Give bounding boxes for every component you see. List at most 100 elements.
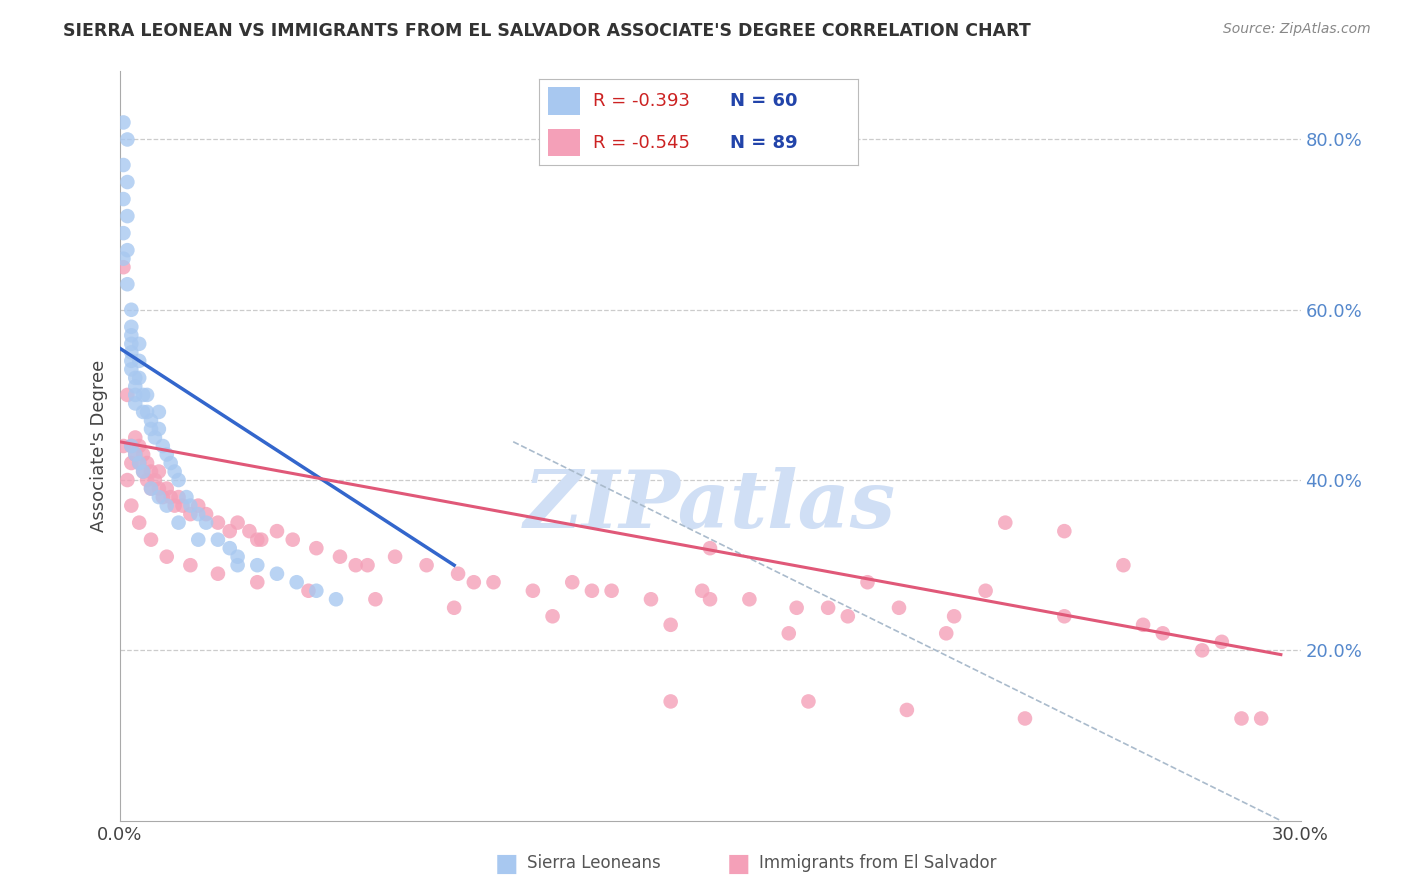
Point: [797, 694, 820, 708]
Point: [117, 209, 139, 223]
Point: [738, 592, 761, 607]
Point: [176, 490, 198, 504]
Point: [148, 405, 170, 419]
Point: [207, 533, 229, 547]
Point: [152, 439, 174, 453]
Point: [148, 482, 170, 496]
Point: [187, 499, 209, 513]
Point: [250, 533, 273, 547]
Point: [112, 260, 135, 275]
Point: [325, 592, 347, 607]
Point: [935, 626, 957, 640]
Point: [344, 558, 367, 573]
Point: [238, 524, 260, 538]
Point: [1112, 558, 1135, 573]
Point: [226, 516, 249, 530]
Point: [117, 243, 139, 257]
Point: [156, 482, 179, 496]
Point: [172, 499, 194, 513]
Point: [139, 482, 162, 496]
Point: [124, 448, 146, 462]
Point: [117, 473, 139, 487]
Point: [120, 456, 142, 470]
Point: [266, 524, 288, 538]
Point: [167, 490, 190, 504]
Point: [581, 583, 603, 598]
Point: [128, 371, 150, 385]
Text: Source: ZipAtlas.com: Source: ZipAtlas.com: [1223, 22, 1371, 37]
Point: [541, 609, 564, 624]
Point: [124, 379, 146, 393]
Point: [136, 388, 159, 402]
Point: [896, 703, 918, 717]
Point: [156, 549, 179, 564]
Point: [167, 473, 190, 487]
Point: [120, 302, 142, 317]
Point: [179, 499, 201, 513]
Y-axis label: Associate's Degree: Associate's Degree: [90, 359, 108, 533]
Point: [117, 388, 139, 402]
Point: [218, 524, 240, 538]
Point: [132, 448, 155, 462]
Point: [246, 558, 269, 573]
Point: [1250, 711, 1272, 725]
Point: [120, 328, 142, 343]
Point: [943, 609, 966, 624]
Point: [329, 549, 352, 564]
Point: [120, 336, 142, 351]
Point: [699, 541, 721, 556]
Point: [112, 192, 135, 206]
Point: [117, 132, 139, 146]
Point: [139, 422, 162, 436]
Point: [112, 158, 135, 172]
Point: [266, 566, 288, 581]
Text: ZIPatlas: ZIPatlas: [524, 467, 896, 545]
Point: [305, 541, 328, 556]
Point: [124, 430, 146, 444]
Point: [1014, 711, 1036, 725]
Point: [187, 507, 209, 521]
Point: [974, 583, 997, 598]
Point: [136, 473, 159, 487]
Point: [128, 456, 150, 470]
Point: [187, 533, 209, 547]
Point: [482, 575, 505, 590]
Point: [132, 405, 155, 419]
Point: [285, 575, 308, 590]
Point: [1132, 617, 1154, 632]
Point: [690, 583, 713, 598]
Point: [120, 362, 142, 376]
Point: [246, 533, 269, 547]
Point: [195, 507, 218, 521]
Point: [600, 583, 623, 598]
Text: ■: ■: [727, 852, 749, 875]
Point: [136, 405, 159, 419]
Point: [837, 609, 859, 624]
Point: [128, 354, 150, 368]
Point: [1053, 524, 1076, 538]
Point: [384, 549, 406, 564]
Point: [364, 592, 387, 607]
Point: [156, 448, 179, 462]
Point: [128, 456, 150, 470]
Point: [139, 465, 162, 479]
Point: [124, 448, 146, 462]
Point: [163, 465, 186, 479]
Point: [1152, 626, 1174, 640]
Point: [120, 345, 142, 359]
Point: [112, 252, 135, 266]
Point: [139, 482, 162, 496]
Point: [443, 600, 465, 615]
Point: [112, 439, 135, 453]
Point: [159, 456, 181, 470]
Point: [179, 558, 201, 573]
Point: [281, 533, 304, 547]
Text: ■: ■: [495, 852, 517, 875]
Point: [112, 115, 135, 129]
Point: [124, 371, 146, 385]
Point: [195, 516, 218, 530]
Point: [1191, 643, 1213, 657]
Point: [356, 558, 378, 573]
Point: [447, 566, 470, 581]
Point: [856, 575, 879, 590]
